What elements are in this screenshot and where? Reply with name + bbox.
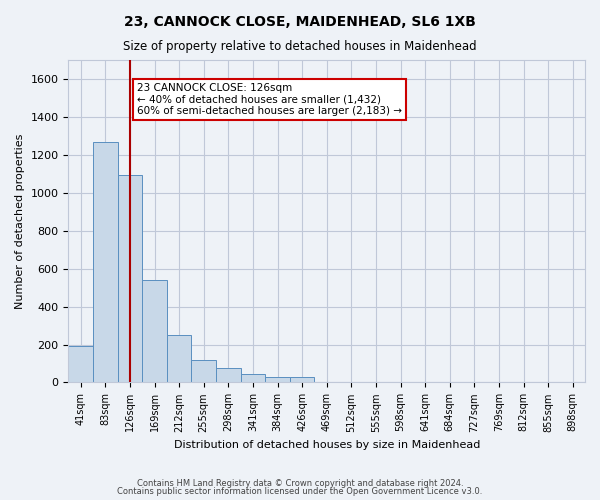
Text: Contains public sector information licensed under the Open Government Licence v3: Contains public sector information licen…	[118, 487, 482, 496]
Bar	[216, 368, 241, 382]
Bar	[142, 280, 167, 382]
Text: Contains HM Land Registry data © Crown copyright and database right 2024.: Contains HM Land Registry data © Crown c…	[137, 478, 463, 488]
Bar	[290, 377, 314, 382]
Bar	[241, 374, 265, 382]
Text: 23 CANNOCK CLOSE: 126sqm
← 40% of detached houses are smaller (1,432)
60% of sem: 23 CANNOCK CLOSE: 126sqm ← 40% of detach…	[137, 83, 402, 116]
Text: Size of property relative to detached houses in Maidenhead: Size of property relative to detached ho…	[123, 40, 477, 53]
Bar	[265, 377, 290, 382]
X-axis label: Distribution of detached houses by size in Maidenhead: Distribution of detached houses by size …	[173, 440, 480, 450]
Bar	[191, 360, 216, 382]
Bar	[167, 335, 191, 382]
Text: 23, CANNOCK CLOSE, MAIDENHEAD, SL6 1XB: 23, CANNOCK CLOSE, MAIDENHEAD, SL6 1XB	[124, 15, 476, 29]
Bar	[118, 175, 142, 382]
Y-axis label: Number of detached properties: Number of detached properties	[15, 134, 25, 309]
Bar	[68, 346, 93, 382]
Bar	[93, 142, 118, 382]
